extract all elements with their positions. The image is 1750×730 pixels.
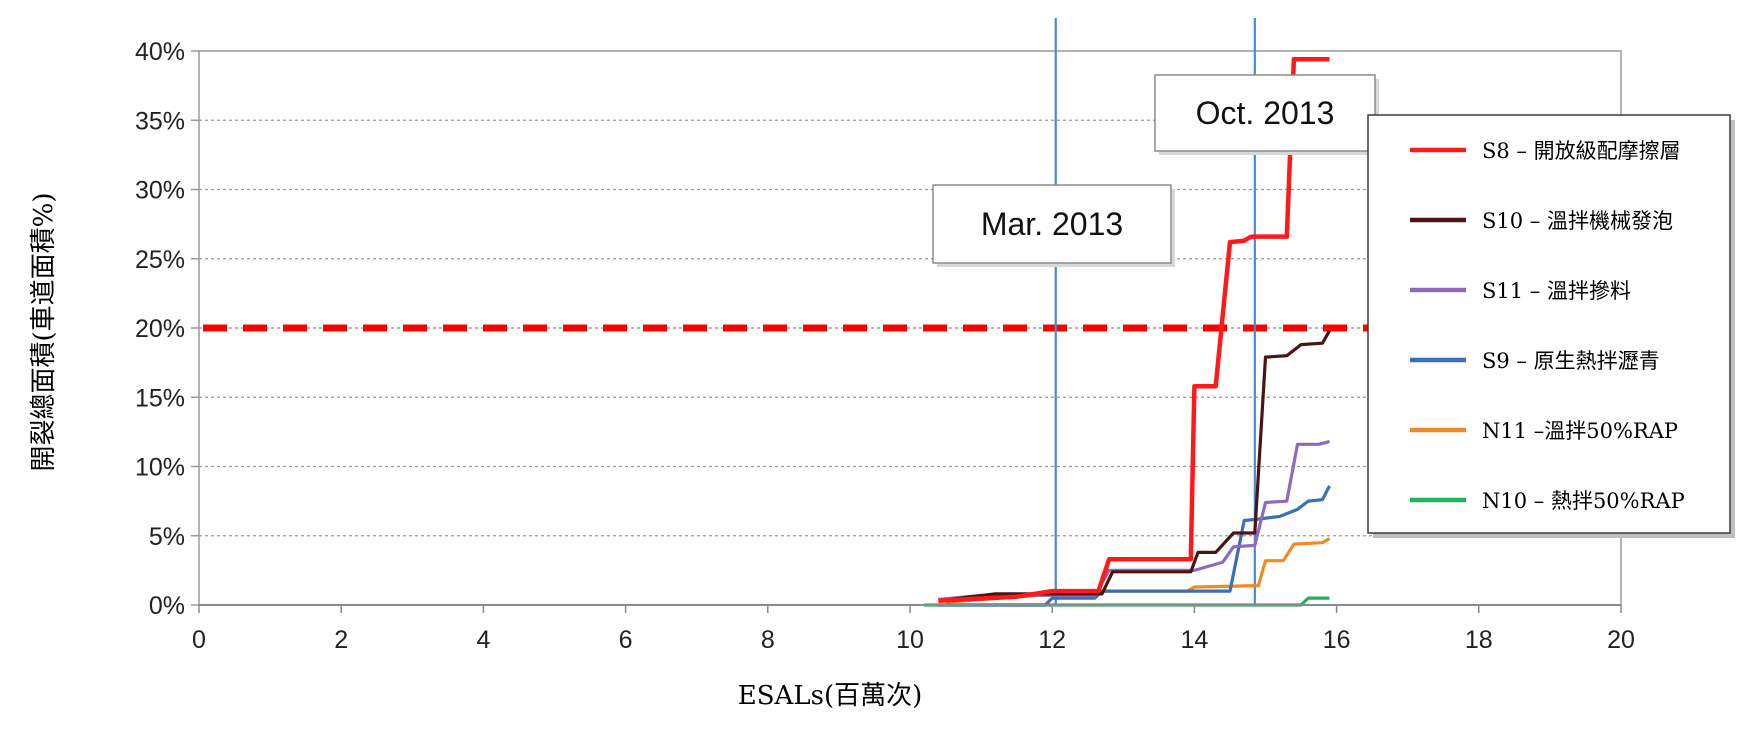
legend-label: N11 –溫拌50%RAP bbox=[1482, 419, 1678, 443]
legend: S8 – 開放級配摩擦層 S10 – 溫拌機械發泡 S11 – 溫拌摻料 S9 – 原… bbox=[1367, 114, 1735, 538]
y-tick-label: 15% bbox=[135, 384, 185, 412]
x-tick-label: 14 bbox=[1180, 626, 1208, 654]
x-tick-label: 16 bbox=[1323, 626, 1351, 654]
x-tick-label: 18 bbox=[1465, 626, 1493, 654]
x-tick-label: 10 bbox=[896, 626, 924, 654]
x-tick-label: 0 bbox=[192, 626, 206, 654]
annotation-label: Mar. 2013 bbox=[981, 206, 1123, 242]
y-tick-label: 0% bbox=[149, 592, 185, 620]
y-tick-label: 35% bbox=[135, 107, 185, 135]
x-tick-label: 20 bbox=[1607, 626, 1635, 654]
x-tick-label: 4 bbox=[476, 626, 490, 654]
legend-label: N10 – 熱拌50%RAP bbox=[1482, 489, 1685, 513]
axes: 0% 5% 10% 15% 20% 25% 30% 35% 40% 0 2 4 6 8 10 12 14 16 18… bbox=[135, 38, 1635, 654]
legend-label: S10 – 溫拌機械發泡 bbox=[1482, 209, 1673, 233]
series-line bbox=[938, 57, 1330, 604]
y-tick-label: 20% bbox=[135, 315, 185, 343]
legend-label: S11 – 溫拌摻料 bbox=[1482, 279, 1631, 303]
x-axis-title: ESALs(百萬次) bbox=[738, 681, 922, 711]
series-line bbox=[938, 330, 1331, 603]
annotation-label: Oct. 2013 bbox=[1196, 95, 1335, 131]
x-tick-label: 2 bbox=[334, 626, 348, 654]
legend-label: S9 – 原生熱拌瀝青 bbox=[1482, 349, 1660, 373]
annotation-box bbox=[932, 184, 1172, 264]
annotation-box bbox=[1154, 74, 1376, 152]
y-tick-label: 5% bbox=[149, 523, 185, 551]
legend-box bbox=[1367, 114, 1731, 534]
y-tick-label: 10% bbox=[135, 454, 185, 482]
y-axis-title: 開裂總面積(車道面積%) bbox=[29, 193, 59, 472]
x-tick-label: 6 bbox=[619, 626, 633, 654]
x-tick-label: 12 bbox=[1038, 626, 1066, 654]
annotation-boxes: Mar. 2013 Oct. 2013 bbox=[932, 74, 1379, 267]
x-tick-label: 8 bbox=[761, 626, 775, 654]
y-tick-label: 40% bbox=[135, 38, 185, 66]
legend-label: S8 – 開放級配摩擦層 bbox=[1482, 139, 1681, 163]
y-tick-label: 30% bbox=[135, 177, 185, 205]
y-tick-label: 25% bbox=[135, 246, 185, 274]
series-line bbox=[938, 485, 1331, 607]
